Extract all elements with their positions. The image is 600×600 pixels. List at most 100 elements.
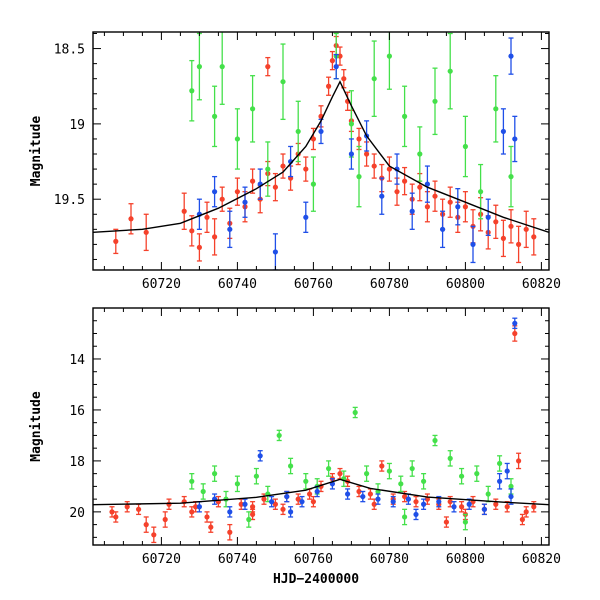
- data-marker: [303, 214, 309, 220]
- data-marker: [113, 514, 119, 520]
- data-marker: [265, 166, 271, 172]
- data-point-blue: [508, 488, 514, 505]
- data-point-red: [508, 209, 514, 244]
- data-marker: [284, 493, 290, 500]
- data-point-blue: [421, 498, 427, 510]
- data-marker: [326, 83, 332, 89]
- data-point-blue: [390, 495, 396, 508]
- data-marker: [375, 496, 381, 502]
- data-point-blue: [196, 198, 202, 230]
- data-marker: [443, 519, 449, 525]
- data-marker: [341, 76, 347, 82]
- data-point-blue: [196, 501, 202, 513]
- data-marker: [348, 151, 354, 157]
- data-point-green: [295, 100, 301, 163]
- data-marker: [500, 128, 506, 135]
- data-point-green: [402, 85, 408, 148]
- data-marker: [531, 504, 537, 510]
- x-tick-label: 60740: [218, 277, 257, 292]
- data-marker: [162, 516, 168, 523]
- data-marker: [405, 496, 411, 502]
- data-marker: [432, 437, 438, 444]
- data-marker: [310, 499, 316, 505]
- data-point-red: [189, 506, 195, 518]
- data-marker: [250, 504, 256, 510]
- data-marker: [402, 493, 408, 500]
- data-marker: [531, 234, 537, 240]
- data-point-green: [234, 108, 240, 170]
- data-point-red: [250, 508, 256, 521]
- data-point-green: [234, 475, 240, 493]
- data-point-green: [462, 115, 468, 178]
- data-point-red: [326, 76, 332, 96]
- data-marker: [409, 465, 415, 472]
- data-point-blue: [504, 462, 510, 480]
- data-marker: [246, 516, 252, 523]
- data-point-green: [459, 467, 465, 485]
- data-marker: [519, 516, 526, 523]
- data-marker: [485, 491, 491, 497]
- data-marker: [516, 241, 522, 247]
- data-marker: [181, 208, 187, 214]
- data-marker: [466, 501, 472, 507]
- data-point-red: [371, 153, 377, 179]
- data-point-green: [409, 460, 415, 477]
- data-marker: [497, 460, 503, 467]
- data-marker: [508, 53, 514, 59]
- data-marker: [113, 238, 119, 244]
- data-point-green: [356, 145, 362, 208]
- data-marker: [424, 204, 430, 210]
- data-marker: [196, 504, 202, 510]
- data-point-green: [276, 429, 282, 442]
- data-marker: [295, 128, 301, 135]
- x-axis-label: HJD−2400000: [273, 572, 359, 587]
- data-point-blue: [299, 495, 305, 508]
- data-marker: [371, 501, 377, 507]
- data-marker: [516, 458, 522, 464]
- data-point-blue: [440, 210, 446, 249]
- data-marker: [504, 504, 510, 510]
- data-marker: [497, 478, 503, 484]
- data-point-blue: [512, 115, 518, 163]
- data-point-red: [280, 153, 286, 179]
- data-point-blue: [227, 210, 233, 249]
- data-marker: [204, 514, 210, 520]
- data-marker: [238, 501, 244, 507]
- data-point-red: [234, 177, 240, 206]
- data-marker: [371, 76, 377, 82]
- data-point-red: [523, 506, 529, 518]
- data-marker: [280, 163, 286, 169]
- data-point-blue: [288, 506, 294, 518]
- data-marker: [485, 214, 491, 220]
- data-marker: [326, 465, 332, 472]
- data-marker: [352, 409, 358, 416]
- data-marker: [402, 113, 408, 119]
- data-point-blue: [451, 501, 457, 513]
- data-point-green: [250, 75, 256, 143]
- data-point-green: [398, 475, 404, 493]
- x-tick-label: 60720: [142, 552, 181, 567]
- data-point-red: [204, 511, 210, 523]
- data-marker: [288, 509, 294, 515]
- data-point-red: [250, 168, 256, 194]
- data-marker: [436, 499, 442, 505]
- data-marker: [364, 151, 370, 157]
- data-marker: [508, 223, 514, 229]
- data-marker: [432, 98, 438, 104]
- data-marker: [234, 189, 240, 195]
- data-point-green: [432, 67, 438, 136]
- data-marker: [390, 499, 396, 505]
- data-marker: [333, 64, 339, 70]
- data-point-blue: [455, 188, 461, 226]
- data-point-red: [272, 498, 278, 510]
- data-point-green: [253, 467, 259, 485]
- data-point-red: [227, 523, 233, 541]
- data-marker: [212, 234, 218, 240]
- data-marker: [143, 522, 149, 528]
- x-tick-label: 60800: [446, 552, 485, 567]
- data-point-green: [265, 141, 271, 197]
- data-point-red: [196, 233, 202, 262]
- x-tick-label: 60740: [218, 552, 257, 567]
- y-tick-label: 19.5: [54, 193, 85, 208]
- data-point-green: [478, 163, 484, 220]
